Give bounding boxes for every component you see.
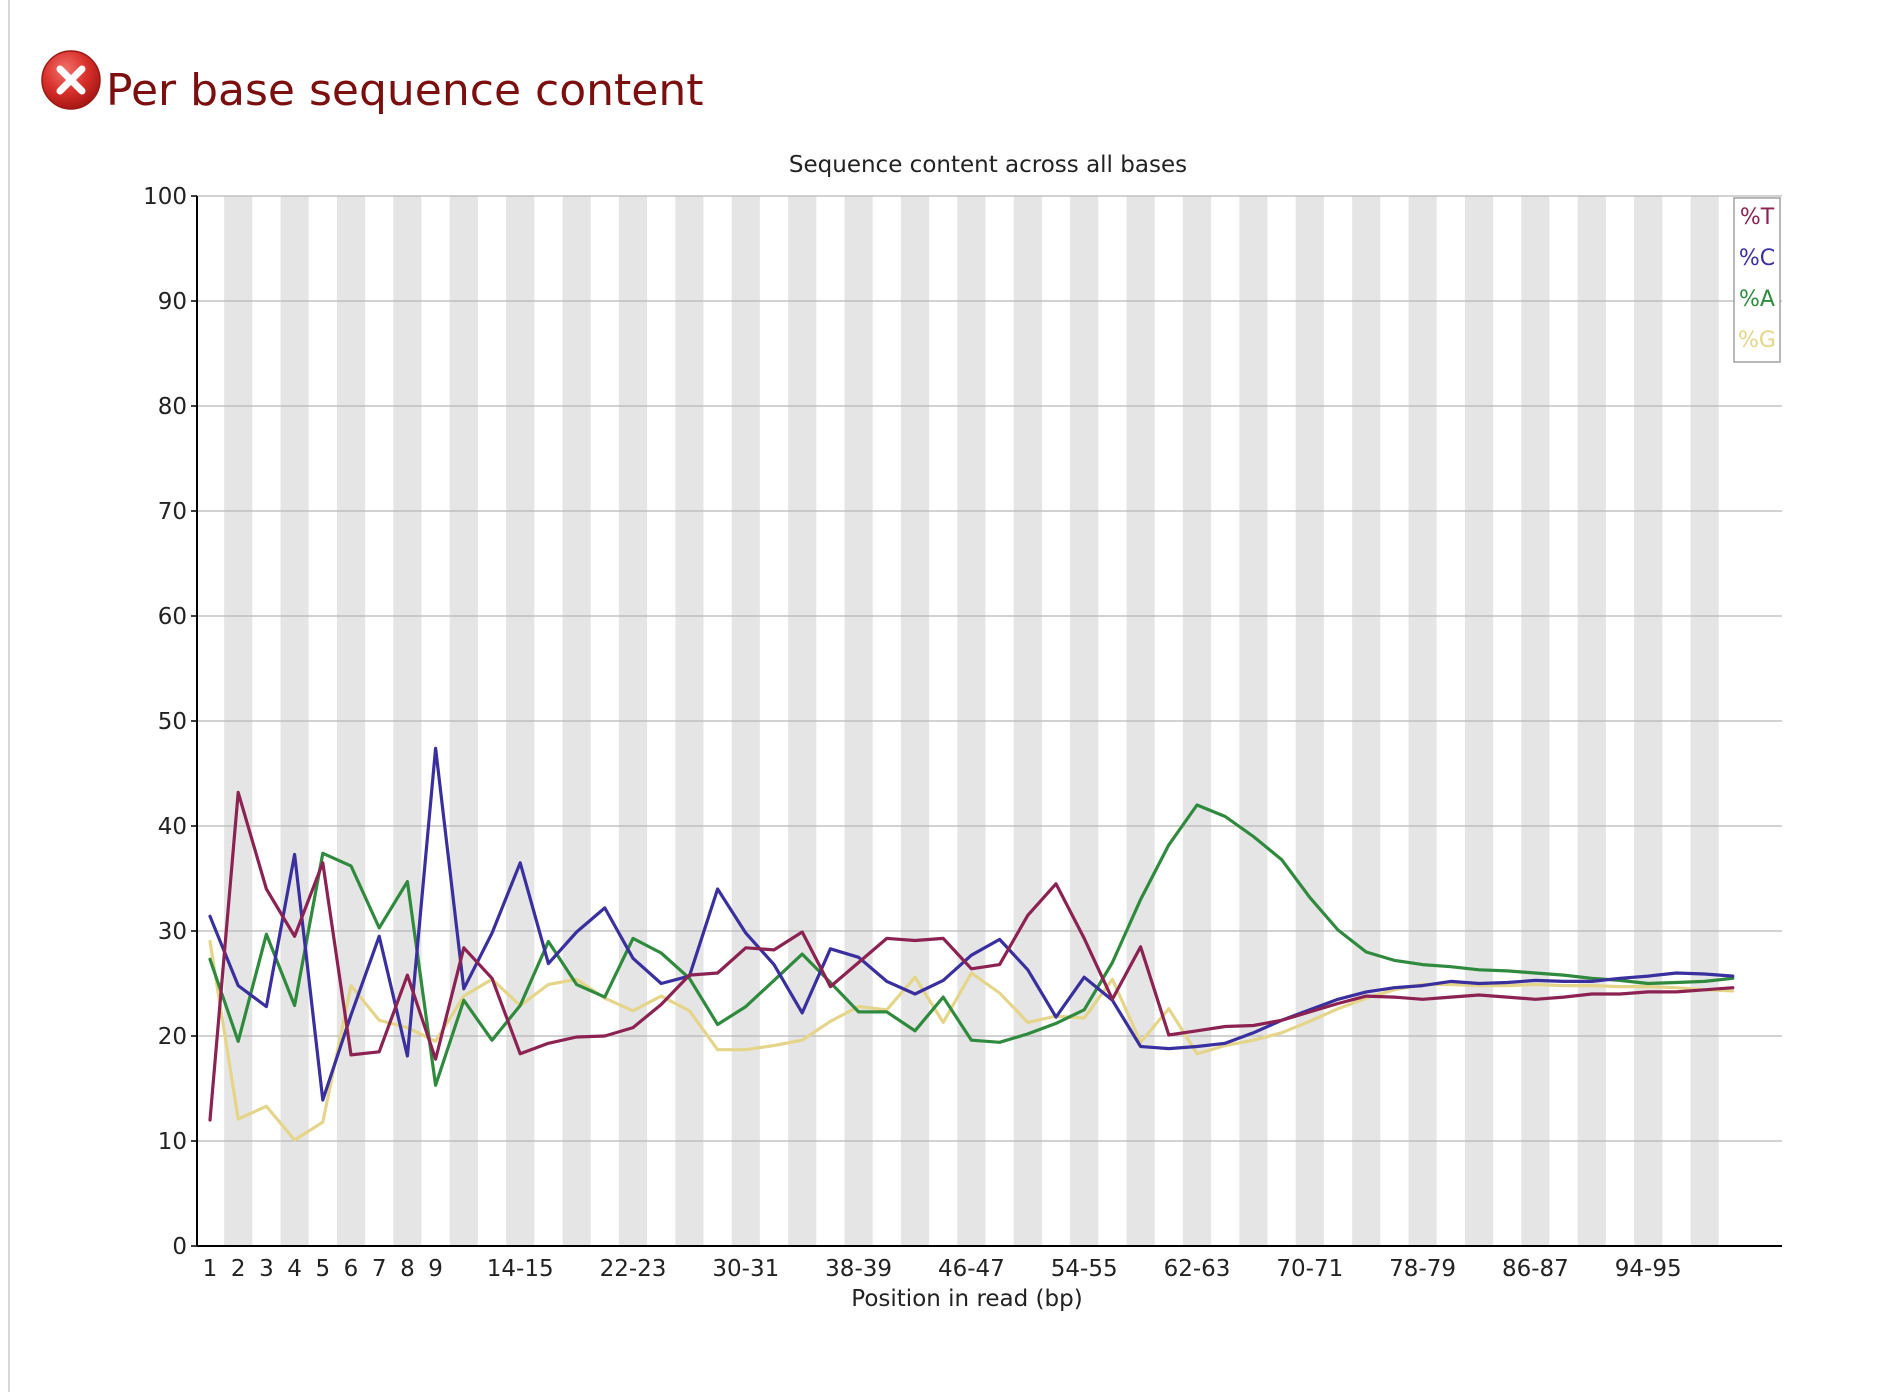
x-tick-label: 8: [400, 1256, 415, 1282]
fail-cross-icon: [41, 50, 101, 110]
x-axis-label: Position in read (bp): [851, 1286, 1082, 1312]
legend-entry: %G: [1738, 328, 1776, 353]
page-left-border: [8, 0, 10, 1392]
horizontal-gridlines: [197, 195, 1782, 1247]
y-tick-label: 100: [143, 184, 187, 210]
x-tick-label: 22-23: [600, 1256, 667, 1282]
series-line-a: [208, 803, 1735, 1087]
y-tick-label: 60: [158, 604, 187, 630]
y-tick-label: 30: [158, 919, 187, 945]
x-tick-label: 1: [203, 1256, 218, 1282]
x-tick-label: 5: [315, 1256, 330, 1282]
x-axis-ticks: 1 2 3 4 5 6 7 8 9 14-15 22-23 30-31 38-39 46-47 54-55 6…: [203, 1256, 1682, 1282]
y-tick-label: 40: [158, 814, 187, 840]
x-tick-label: 62-63: [1164, 1256, 1231, 1282]
y-tick-label: 20: [158, 1024, 187, 1050]
y-tick-label: 50: [158, 709, 187, 735]
series-line-t: [208, 790, 1735, 1122]
y-tick-label: 80: [158, 394, 187, 420]
series-line-g: [208, 939, 1735, 1142]
x-tick-label: 70-71: [1276, 1256, 1343, 1282]
series-line-c: [208, 746, 1735, 1102]
x-tick-label: 46-47: [938, 1256, 1005, 1282]
x-tick-label: 6: [344, 1256, 359, 1282]
series-lines: [208, 746, 1735, 1142]
legend-box: [1733, 197, 1781, 363]
x-tick-label: 86-87: [1502, 1256, 1569, 1282]
y-axis-ticks: 0 10 20 30 40 50 60 70 80 90 100: [143, 184, 197, 1260]
x-tick-label: 38-39: [825, 1256, 892, 1282]
y-tick-label: 0: [172, 1234, 187, 1260]
legend-entry: %T: [1740, 205, 1775, 230]
x-tick-label: 30-31: [712, 1256, 779, 1282]
x-tick-label: 14-15: [487, 1256, 554, 1282]
chart-title: Sequence content across all bases: [789, 152, 1187, 178]
module-header: Per base sequence content: [40, 40, 703, 120]
x-tick-label: 4: [287, 1256, 302, 1282]
module-title: Per base sequence content: [106, 64, 704, 116]
legend: %T %C %A %G: [1733, 197, 1781, 363]
legend-entry: %A: [1739, 287, 1775, 312]
x-tick-label: 7: [372, 1256, 387, 1282]
x-tick-label: 2: [231, 1256, 246, 1282]
x-tick-label: 9: [428, 1256, 443, 1282]
y-tick-label: 10: [158, 1129, 187, 1155]
y-tick-label: 90: [158, 289, 187, 315]
x-tick-label: 94-95: [1615, 1256, 1682, 1282]
x-tick-label: 78-79: [1389, 1256, 1456, 1282]
x-tick-label: 3: [259, 1256, 274, 1282]
x-tick-label: 54-55: [1051, 1256, 1118, 1282]
legend-entry: %C: [1739, 246, 1775, 271]
y-tick-label: 70: [158, 499, 187, 525]
